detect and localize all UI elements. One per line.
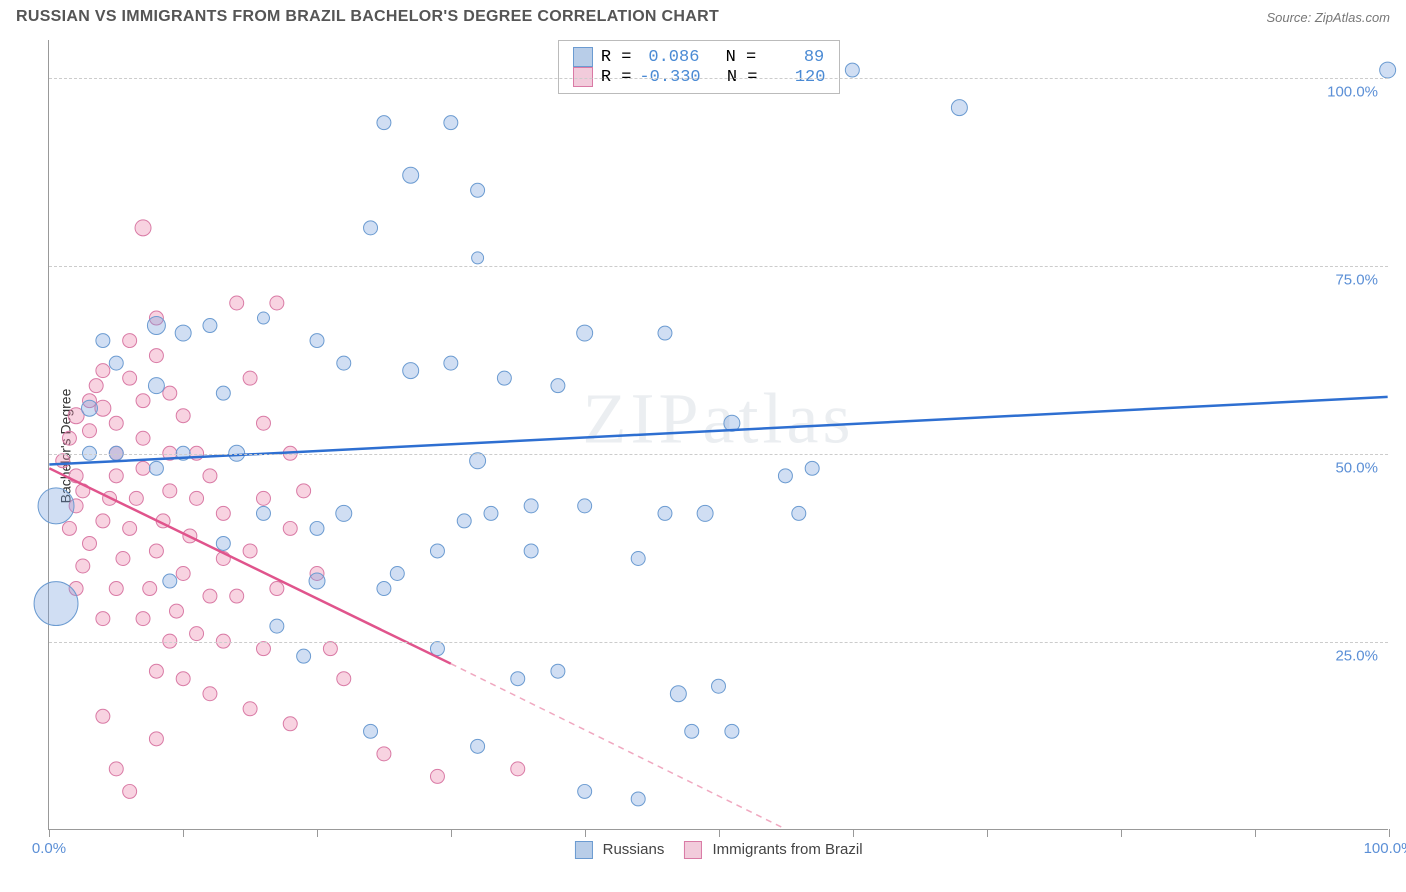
x-tick-label: 0.0%: [32, 840, 66, 857]
x-tick: [1389, 829, 1390, 837]
stats-legend-box: R = 0.086 N = 89 R = -0.330 N = 120: [558, 40, 841, 94]
legend-label-brazil: Immigrants from Brazil: [713, 841, 863, 858]
source-label: Source: ZipAtlas.com: [1266, 10, 1390, 25]
stat-n-russians: 89: [764, 48, 824, 67]
x-tick: [183, 829, 184, 837]
y-tick-label: 100.0%: [1327, 83, 1378, 100]
x-tick: [1121, 829, 1122, 837]
x-tick: [317, 829, 318, 837]
stat-r-russians: 0.086: [639, 48, 699, 67]
y-tick-label: 75.0%: [1335, 271, 1378, 288]
title-bar: RUSSIAN VS IMMIGRANTS FROM BRAZIL BACHEL…: [0, 0, 1406, 30]
legend-item-brazil: Immigrants from Brazil: [684, 841, 862, 859]
bottom-legend: Russians Immigrants from Brazil: [574, 841, 862, 859]
x-tick: [49, 829, 50, 837]
x-tick: [719, 829, 720, 837]
x-tick: [451, 829, 452, 837]
y-tick-label: 25.0%: [1335, 647, 1378, 664]
swatch-russians-icon: [573, 47, 593, 67]
stat-label-r: R =: [601, 48, 632, 67]
gridline: [49, 266, 1388, 267]
stat-label-n: N =: [726, 48, 757, 67]
gridline: [49, 642, 1388, 643]
stats-row-russians: R = 0.086 N = 89: [573, 47, 826, 67]
x-tick: [585, 829, 586, 837]
gridline: [49, 78, 1388, 79]
chart-title: RUSSIAN VS IMMIGRANTS FROM BRAZIL BACHEL…: [16, 8, 719, 26]
swatch-brazil-icon: [684, 841, 702, 859]
x-tick-label: 100.0%: [1364, 840, 1406, 857]
swatch-russians-icon: [574, 841, 592, 859]
gridline: [49, 454, 1388, 455]
x-tick: [987, 829, 988, 837]
scatter-plot-svg: [49, 40, 1388, 829]
legend-label-russians: Russians: [603, 841, 665, 858]
chart-plot-area: ZIPatlas R = 0.086 N = 89 R = -0.330 N =…: [48, 40, 1388, 830]
y-tick-label: 50.0%: [1335, 459, 1378, 476]
legend-item-russians: Russians: [574, 841, 664, 859]
x-tick: [853, 829, 854, 837]
x-tick: [1255, 829, 1256, 837]
